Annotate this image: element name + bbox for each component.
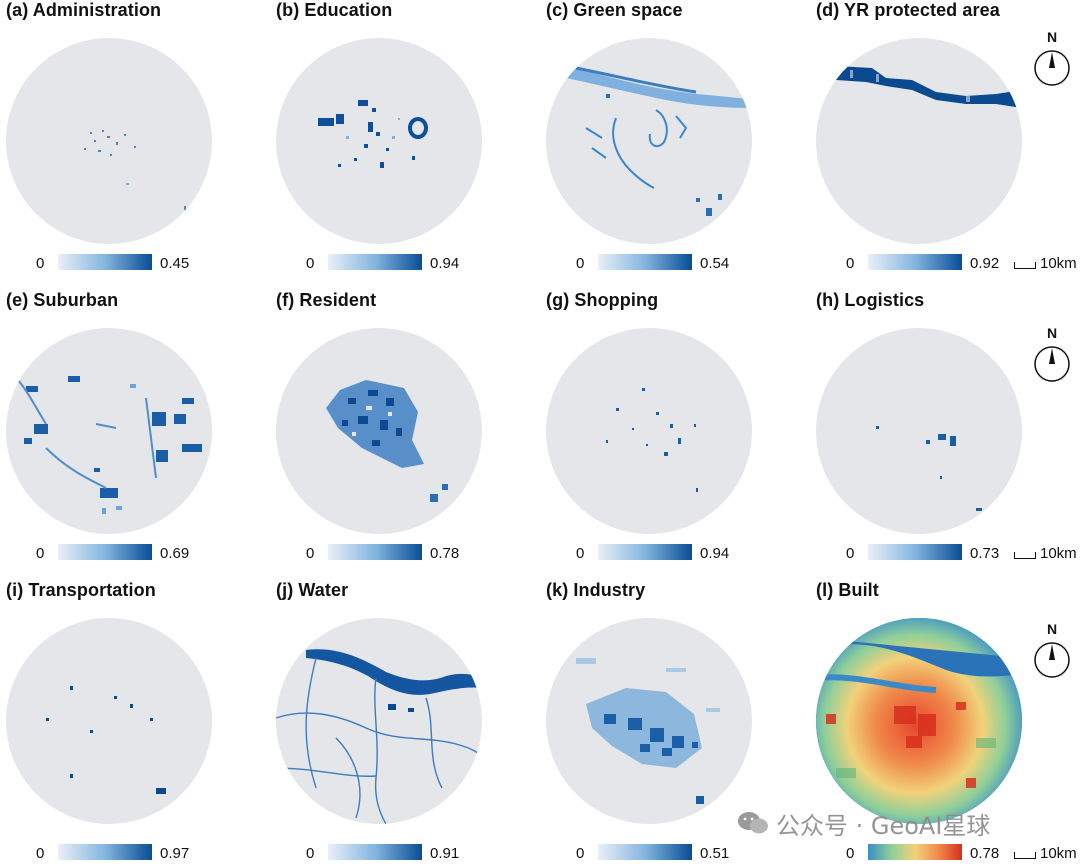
panel-logistics: (h) Logistics 0 0.73 10km N xyxy=(810,290,1080,578)
legend-color-ramp xyxy=(328,544,422,560)
feature-layer xyxy=(276,649,482,824)
panel-title: (b) Education xyxy=(276,0,393,20)
north-label: N xyxy=(1047,621,1057,637)
north-label: N xyxy=(1047,325,1057,341)
feature-layer xyxy=(326,380,448,502)
panel-yr-protected-area: (d) YR protected area 0 0.92 10km N xyxy=(810,0,1080,288)
legend-color-ramp xyxy=(868,544,962,560)
map-water xyxy=(276,618,482,824)
map-resident xyxy=(276,328,482,534)
north-label: N xyxy=(1047,29,1057,45)
panel-title: (e) Suburban xyxy=(6,290,119,310)
legend-min: 0 xyxy=(846,845,855,862)
legend-color-ramp xyxy=(868,844,962,860)
legend-min: 0 xyxy=(306,545,315,562)
panel-title: (f) Resident xyxy=(276,290,377,310)
panel-resident: (f) Resident 0 0.78 xyxy=(270,290,540,578)
panel-title: (j) Water xyxy=(276,580,349,600)
map-logistics xyxy=(816,328,1022,534)
panel-title: (i) Transportation xyxy=(6,580,156,600)
legend-min: 0 xyxy=(576,545,585,562)
scale-bar-label: 10km xyxy=(1040,545,1077,562)
legend-color-ramp xyxy=(598,254,692,270)
map-shopping xyxy=(546,328,752,534)
panel-title: (a) Administration xyxy=(6,0,162,20)
watermark-text: 公众号 · GeoAI星球 xyxy=(776,812,991,840)
legend-max: 0.51 xyxy=(700,845,730,862)
scale-bar-icon: 10km xyxy=(1014,845,1077,862)
legend-min: 0 xyxy=(36,845,45,862)
panel-education: (b) Education 0 0.94 xyxy=(270,0,540,288)
panel-industry: (k) Industry 0 0.51 xyxy=(540,580,810,868)
map-transportation xyxy=(6,618,212,824)
scale-bar-icon: 10km xyxy=(1014,255,1077,272)
legend-max: 0.78 xyxy=(430,545,460,562)
map-suburban xyxy=(6,328,212,534)
panel-title: (d) YR protected area xyxy=(816,0,1000,20)
legend-min: 0 xyxy=(576,845,585,862)
legend-max: 0.45 xyxy=(160,255,190,272)
legend-color-ramp xyxy=(328,254,422,270)
legend-color-ramp xyxy=(598,544,692,560)
legend-min: 0 xyxy=(846,255,855,272)
map-green-space xyxy=(546,38,752,244)
panel-transportation: (i) Transportation 0 0.97 xyxy=(0,580,270,868)
panel-green-space: (c) Green space 0 0.54 xyxy=(540,0,810,288)
feature-layer xyxy=(84,130,186,210)
legend-min: 0 xyxy=(36,545,45,562)
north-arrow-icon: N xyxy=(1034,29,1070,86)
map-built xyxy=(816,618,1022,824)
scale-bar-icon: 10km xyxy=(1014,545,1077,562)
legend-color-ramp xyxy=(58,544,152,560)
panel-water: (j) Water 0 0.91 xyxy=(270,580,540,868)
feature-layer xyxy=(606,388,698,492)
map-education xyxy=(276,38,482,244)
legend-min: 0 xyxy=(306,255,315,272)
map-yr-protected-area xyxy=(816,38,1022,244)
legend-max: 0.91 xyxy=(430,845,460,862)
feature-layer xyxy=(876,426,982,511)
panel-title: (l) Built xyxy=(816,580,879,600)
feature-layer xyxy=(836,66,1022,108)
panel-administration: (a) Administration 0 0.45 xyxy=(0,0,270,288)
wechat-icon xyxy=(738,812,768,834)
legend-max: 0.78 xyxy=(970,845,1000,862)
panel-title: (k) Industry xyxy=(546,580,646,600)
panel-title: (h) Logistics xyxy=(816,290,925,310)
feature-layer xyxy=(46,686,166,794)
north-arrow-icon: N xyxy=(1034,325,1070,382)
legend-max: 0.97 xyxy=(160,845,190,862)
panel-title: (g) Shopping xyxy=(546,290,659,310)
feature-layer xyxy=(576,658,720,804)
feature-layer xyxy=(318,100,428,168)
scale-bar-label: 10km xyxy=(1040,255,1077,272)
north-arrow-icon: N xyxy=(1034,621,1070,678)
legend-color-ramp xyxy=(58,844,152,860)
scale-bar-label: 10km xyxy=(1040,845,1077,862)
legend-color-ramp xyxy=(868,254,962,270)
feature-layer xyxy=(566,66,752,216)
feature-layer xyxy=(15,376,202,514)
legend-max: 0.94 xyxy=(700,545,730,562)
map-industry xyxy=(546,618,752,824)
legend-min: 0 xyxy=(576,255,585,272)
panel-suburban: (e) Suburban 0 0.69 xyxy=(0,290,270,578)
legend-max: 0.73 xyxy=(970,545,1000,562)
panel-shopping: (g) Shopping 0 0.94 xyxy=(540,290,810,578)
panel-built: (l) Built xyxy=(810,580,1080,868)
panel-title: (c) Green space xyxy=(546,0,683,20)
legend-color-ramp xyxy=(598,844,692,860)
legend-max: 0.54 xyxy=(700,255,730,272)
legend-color-ramp xyxy=(58,254,152,270)
legend-min: 0 xyxy=(846,545,855,562)
legend-max: 0.69 xyxy=(160,545,190,562)
legend-max: 0.94 xyxy=(430,255,460,272)
map-administration xyxy=(6,38,212,244)
legend-max: 0.92 xyxy=(970,255,1000,272)
legend-min: 0 xyxy=(36,255,45,272)
feature-layer xyxy=(816,618,1022,824)
legend-color-ramp xyxy=(328,844,422,860)
legend-min: 0 xyxy=(306,845,315,862)
